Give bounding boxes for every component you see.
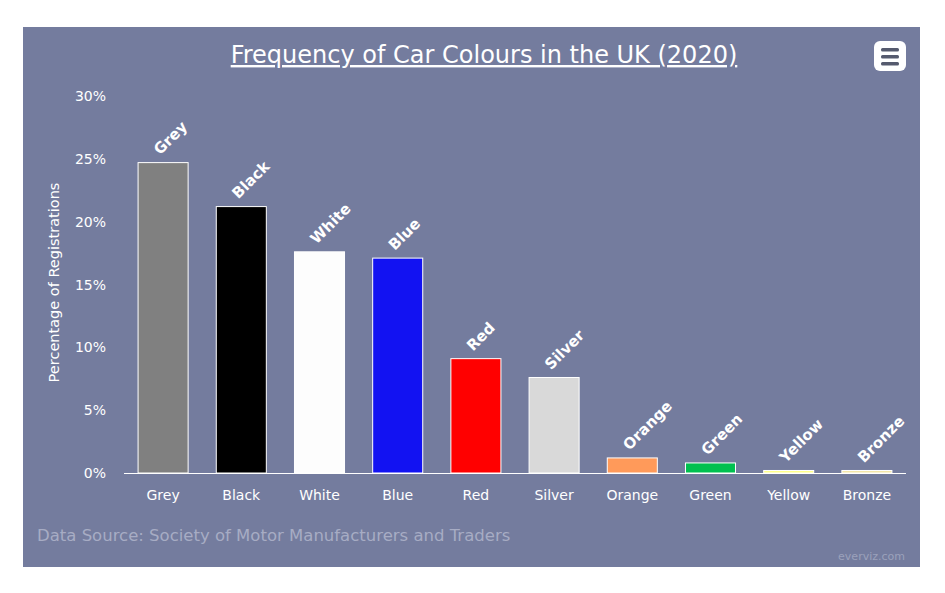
menu-line[interactable] [881, 55, 899, 59]
x-tick-label: Blue [382, 487, 413, 503]
x-tick-label: Yellow [766, 487, 810, 503]
x-tick-label: White [299, 487, 340, 503]
bar [685, 463, 735, 473]
bar [607, 458, 657, 473]
x-tick-label: Black [222, 487, 261, 503]
menu-line[interactable] [881, 48, 899, 52]
bar-label: Bronze [854, 412, 908, 466]
y-tick-label: 25% [75, 151, 106, 167]
x-tick-label: Red [463, 487, 490, 503]
menu-button[interactable] [874, 41, 906, 71]
bar [842, 470, 892, 473]
credit: everviz.com [838, 550, 905, 563]
bar [373, 258, 423, 473]
x-tick-label: Grey [146, 487, 179, 503]
background [23, 27, 920, 567]
chart: Frequency of Car Colours in the UK (2020… [0, 0, 945, 593]
y-axis-label: Percentage of Registrations [46, 183, 62, 383]
y-tick-label: 5% [84, 402, 106, 418]
bar [529, 377, 579, 473]
bar [216, 207, 266, 473]
bar-label: Red [463, 319, 499, 355]
y-tick-label: 15% [75, 277, 106, 293]
x-tick-label: Bronze [843, 487, 891, 503]
bar-label: Blue [385, 215, 424, 254]
bar-label: Silver [541, 326, 588, 373]
bar [451, 359, 501, 473]
bar-label: White [307, 200, 355, 248]
bars [138, 163, 892, 473]
x-tick-label: Green [689, 487, 731, 503]
bar [294, 252, 344, 473]
bar-label: Black [228, 157, 274, 203]
bar-label: Grey [150, 118, 191, 159]
y-tick-label: 10% [75, 339, 106, 355]
menu-button-bg[interactable] [874, 41, 906, 71]
bar-label: Green [698, 410, 747, 459]
x-axis-line [124, 473, 906, 474]
bar [138, 163, 188, 473]
menu-line[interactable] [881, 62, 899, 66]
bar-labels: Grey Black White Blue Red Silver Orange Green Ye… [150, 118, 908, 468]
title: Frequency of Car Colours in the UK (2020… [231, 41, 738, 69]
bar [764, 470, 814, 473]
x-tick-label: Silver [534, 487, 574, 503]
bar-label: Yellow [775, 415, 827, 467]
x-tick-label: Orange [606, 487, 658, 503]
bar-label: Orange [619, 397, 675, 453]
y-tick-label: 20% [75, 214, 106, 230]
y-tick-label: 0% [84, 465, 106, 481]
source: Data Source: Society of Motor Manufactur… [37, 526, 510, 545]
y-tick-label: 30% [75, 88, 106, 104]
